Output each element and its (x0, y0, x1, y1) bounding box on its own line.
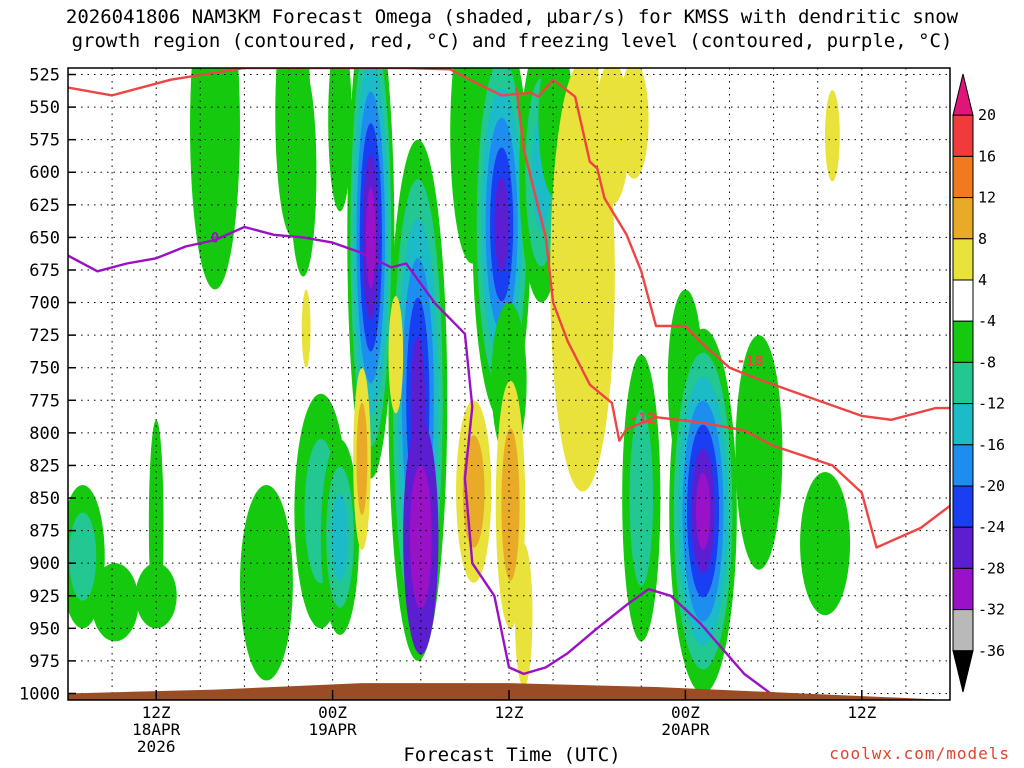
y-tick-label: 725 (29, 326, 60, 346)
omega-upward-cell (494, 176, 509, 272)
freezing-level-contour (68, 225, 782, 700)
dgz-contour-label: -18 (737, 352, 764, 370)
colorbar-bin (952, 567, 974, 611)
y-tick-label: 575 (29, 131, 60, 151)
omega-upward-cell (735, 335, 783, 570)
dgz-contour-label: -12 (629, 410, 656, 428)
omega-downward-cell (619, 68, 649, 179)
colorbar-label: -32 (978, 601, 1005, 619)
colorbar-label: -36 (978, 642, 1005, 660)
y-tick-label: 925 (29, 587, 60, 607)
colorbar-bin (952, 114, 974, 157)
colorbar-label: -16 (978, 436, 1005, 454)
dgz-contour-lower (515, 87, 950, 549)
omega-upward-cell (328, 68, 352, 212)
x-tick-label: 19APR (309, 720, 358, 739)
y-tick-label: 775 (29, 391, 60, 411)
y-tick-label: 750 (29, 359, 60, 379)
colorbar-label: -8 (978, 353, 996, 371)
colorbar-label: 4 (978, 271, 987, 289)
y-tick-label: 700 (29, 294, 60, 314)
y-tick-label: 825 (29, 456, 60, 476)
chart-title-line-1: 2026041806 NAM3KM Forecast Omega (shaded… (65, 6, 959, 28)
omega-upward-cell (800, 471, 851, 616)
colorbar-label: -4 (978, 312, 996, 330)
colorbar-arrow-bottom (952, 650, 974, 693)
colorbar-bin (952, 444, 974, 487)
colorbar-label: 12 (978, 189, 996, 207)
y-tick-label: 800 (29, 424, 60, 444)
omega-downward-cell (388, 296, 404, 414)
colorbar-label: -20 (978, 477, 1005, 495)
colorbar-bin (952, 609, 974, 652)
x-tick-label: 12Z (847, 703, 876, 722)
omega-upward-cell (239, 484, 293, 681)
x-tick-label: 18APR (132, 720, 181, 739)
colorbar-label: 20 (978, 106, 996, 124)
colorbar-bin (952, 485, 974, 528)
y-tick-label: 850 (29, 489, 60, 509)
omega-downward-cell (356, 402, 368, 516)
y-tick-label: 1000 (19, 684, 60, 704)
chart-title-line-2: growth region (contoured, red, °C) and f… (71, 30, 953, 52)
colorbar-bin (952, 279, 974, 322)
colorbar-label: 8 (978, 230, 987, 248)
x-tick-label: 2026 (137, 737, 176, 756)
plot-area: -18 -12 0 (68, 68, 950, 700)
colorbar-bin (952, 361, 974, 405)
y-tick-label: 550 (29, 98, 60, 118)
freezing-level-label: 0 (211, 230, 219, 246)
colorbar: 20 16 12 8 4 -4 -8 -12 -16 -20 -24 -28 -32 -36 (952, 73, 1005, 693)
omega-upward-cell (365, 186, 376, 289)
x-axis-title: Forecast Time (UTC) (403, 744, 621, 766)
colorbar-label: 16 (978, 147, 996, 165)
y-tick-label: 975 (29, 652, 60, 672)
y-tick-label: 950 (29, 619, 60, 639)
x-tick-label: 12Z (142, 703, 171, 722)
colorbar-bin (952, 526, 974, 569)
y-tick-label: 675 (29, 261, 60, 281)
temperature-contours: -18 -12 0 (68, 68, 950, 700)
omega-downward-cell (514, 543, 533, 687)
omega-downward-cell (501, 428, 520, 581)
omega-upward-cell (69, 512, 97, 601)
colorbar-label: -12 (978, 395, 1005, 413)
colorbar-label: -28 (978, 559, 1005, 577)
colorbar-label: -24 (978, 518, 1005, 536)
gridlines (68, 68, 950, 700)
y-tick-label: 525 (29, 66, 60, 86)
omega-upward-cell (91, 563, 139, 642)
pressure-axis: 525 550 575 600 625 650 675 700 725 750 775 800 825 8… (19, 66, 76, 704)
x-tick-label: 00Z (318, 703, 347, 722)
x-tick-label: 20APR (661, 720, 710, 739)
omega-upward-cell (331, 493, 349, 581)
y-tick-label: 625 (29, 196, 60, 216)
y-tick-label: 900 (29, 554, 60, 574)
x-tick-label: 00Z (671, 703, 700, 722)
omega-upward-cell (695, 472, 711, 550)
y-tick-label: 650 (29, 228, 60, 248)
x-tick-label: 12Z (495, 703, 524, 722)
colorbar-bin (952, 197, 974, 240)
omega-shading (68, 68, 851, 694)
omega-downward-cell (301, 289, 311, 368)
colorbar-bin (952, 403, 974, 446)
y-tick-label: 875 (29, 522, 60, 542)
colorbar-bin (952, 320, 974, 363)
colorbar-bin (952, 155, 974, 199)
colorbar-bin (952, 238, 974, 281)
colorbar-arrow-top (952, 73, 974, 116)
omega-downward-cell (825, 90, 840, 182)
y-tick-label: 600 (29, 163, 60, 183)
credit-link[interactable]: coolwx.com/models (829, 744, 1010, 763)
